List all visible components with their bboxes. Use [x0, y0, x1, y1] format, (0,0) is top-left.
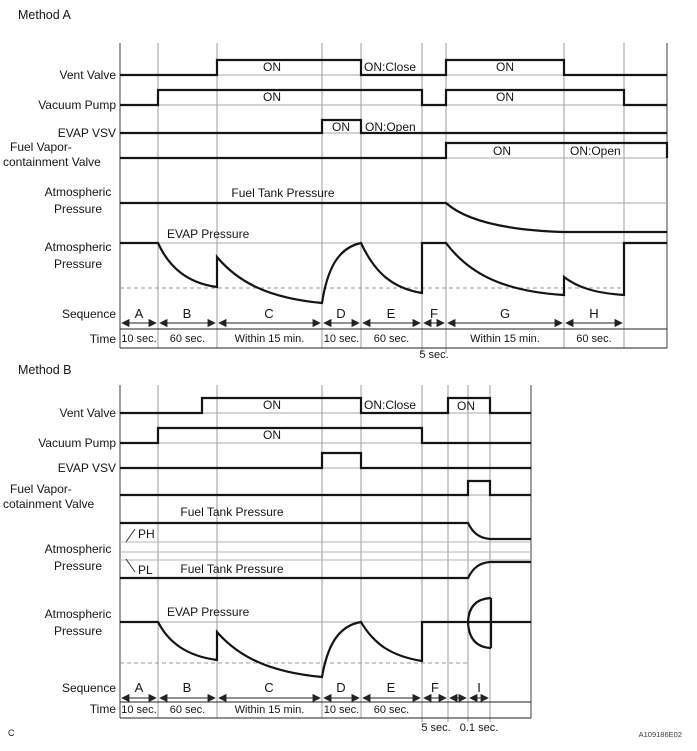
fvcv-on-open-label-a: ON:Open [570, 144, 621, 158]
fuel-vapor-valve-trace-b [120, 479, 531, 497]
atmospheric-pressure-label1-line1-a: Atmospheric [45, 185, 112, 199]
fuel-vapor-valve-label-line1-a: Fuel Vapor- [10, 140, 72, 154]
vacuum-pump-label-a: Vacuum Pump [38, 98, 116, 112]
sequence-row-label-b: Sequence [62, 681, 116, 695]
ph-label: PH [138, 527, 155, 541]
time-value: 10 sec. [121, 333, 156, 345]
evap-pressure-trace-a [120, 241, 667, 305]
sequence-letter: I [477, 680, 481, 695]
fuel-vapor-valve-label-line1-b: Fuel Vapor- [10, 482, 72, 496]
time-value-below: 5 sec. [419, 349, 448, 361]
vent-on2-label-a: ON [496, 60, 514, 74]
time-value-below: 0.1 sec. [460, 722, 499, 734]
fuel-vapor-valve-label-line2-a: containment Valve [3, 155, 101, 169]
fuel-tank-pressure-low-trace-b [120, 560, 531, 580]
fuel-vapor-valve-label-line2-b: cotainment Valve [3, 497, 94, 511]
sequence-letter: B [183, 306, 192, 321]
method-a-diagram: Method A [3, 8, 669, 361]
atmospheric-pressure-label2-line1-a: Atmospheric [45, 240, 112, 254]
vent-valve-label-a: Vent Valve [60, 68, 117, 82]
figure-code: A109186E02 [639, 730, 682, 739]
time-value: 10 sec. [324, 333, 359, 345]
fvcv-on-label-a: ON [493, 144, 511, 158]
evap-vsv-trace-a [120, 118, 667, 135]
evap-pressure-label-b: EVAP Pressure [167, 605, 250, 619]
sequence-letter: E [387, 680, 396, 695]
vacuum-pump-label-b: Vacuum Pump [38, 436, 116, 450]
time-value: 60 sec. [170, 333, 205, 345]
vacuum-pump-trace-a [120, 88, 667, 107]
pump-on-label-b: ON [263, 428, 281, 442]
atmospheric-pressure-mid-line2-b: Pressure [54, 559, 102, 573]
vsv-on-open-label-a: ON:Open [365, 120, 416, 134]
sequence-letter: E [387, 306, 396, 321]
method-b-title: Method B [18, 363, 72, 377]
vsv-on-label-a: ON [332, 120, 350, 134]
pl-tick [125, 558, 136, 573]
vent-on-close-label-b: ON:Close [364, 398, 416, 412]
vent-on-close-label-a: ON:Close [364, 60, 416, 74]
vent-on2-label-b: ON [457, 399, 475, 413]
vent-valve-label-b: Vent Valve [60, 406, 117, 420]
vent-on-label-b: ON [263, 398, 281, 412]
method-a-title: Method A [18, 8, 71, 22]
evap-vsv-trace-b [120, 451, 531, 470]
fuel-tank-pressure-label-a: Fuel Tank Pressure [231, 186, 334, 200]
pump-on2-label-a: ON [496, 90, 514, 104]
vacuum-pump-trace-b [120, 426, 531, 445]
ph-tick [125, 528, 136, 543]
sequence-letter: D [336, 306, 345, 321]
sequence-letter: C [264, 680, 273, 695]
sequence-row-label-a: Sequence [62, 307, 116, 321]
time-value: 60 sec. [374, 704, 409, 716]
fuel-vapor-valve-trace-a [120, 141, 669, 160]
method-b-grid [119, 385, 532, 722]
vent-valve-trace-a [120, 58, 667, 77]
time-value: Within 15 min. [235, 333, 305, 345]
time-value: 10 sec. [121, 704, 156, 716]
evap-pressure-trace-b [120, 620, 531, 679]
sequence-letter: F [431, 680, 439, 695]
sequence-letter: B [183, 680, 192, 695]
atmospheric-pressure-low-line1-b: Atmospheric [45, 607, 112, 621]
evap-vsv-label-a: EVAP VSV [58, 126, 116, 140]
sequence-letter: G [500, 306, 510, 321]
pump-on-label-a: ON [263, 90, 281, 104]
fuel-tank-pressure-high-label-b: Fuel Tank Pressure [180, 505, 283, 519]
page-marker: C [8, 728, 15, 738]
sequence-letter: F [430, 306, 438, 321]
atmospheric-pressure-low-line2-b: Pressure [54, 624, 102, 638]
time-value: Within 15 min. [470, 333, 540, 345]
time-value: 60 sec. [170, 704, 205, 716]
time-value-below: 5 sec. [421, 722, 450, 734]
pl-label: PL [138, 563, 153, 577]
method-a-time-table [120, 328, 667, 349]
vent-valve-trace-b [120, 396, 531, 415]
sequence-letter: D [336, 680, 345, 695]
time-row-label-b: Time [90, 702, 117, 716]
time-value: 10 sec. [324, 704, 359, 716]
time-value: 60 sec. [576, 333, 611, 345]
evap-pressure-pulse-upper-b [466, 596, 492, 623]
time-value: Within 15 min. [235, 704, 305, 716]
atmospheric-pressure-label1-line2-a: Pressure [54, 202, 102, 216]
fuel-tank-pressure-trace-a [120, 201, 667, 234]
evap-vsv-label-b: EVAP VSV [58, 461, 116, 475]
sequence-letter: H [589, 306, 598, 321]
sequence-letter: A [135, 680, 144, 695]
sequence-letter: C [264, 306, 273, 321]
atmospheric-pressure-mid-line1-b: Atmospheric [45, 542, 112, 556]
evap-pressure-label-a: EVAP Pressure [167, 227, 250, 241]
method-b-diagram: Method B [3, 363, 532, 734]
sequence-letter: A [135, 306, 144, 321]
vent-on-label-a: ON [263, 60, 281, 74]
time-row-label-a: Time [90, 332, 117, 346]
fuel-tank-pressure-low-label-b: Fuel Tank Pressure [180, 562, 283, 576]
evap-pressure-pulse-lower-b [466, 621, 492, 650]
time-value: 60 sec. [374, 333, 409, 345]
fuel-tank-pressure-high-trace-b [120, 521, 531, 541]
atmospheric-pressure-label2-line2-a: Pressure [54, 257, 102, 271]
